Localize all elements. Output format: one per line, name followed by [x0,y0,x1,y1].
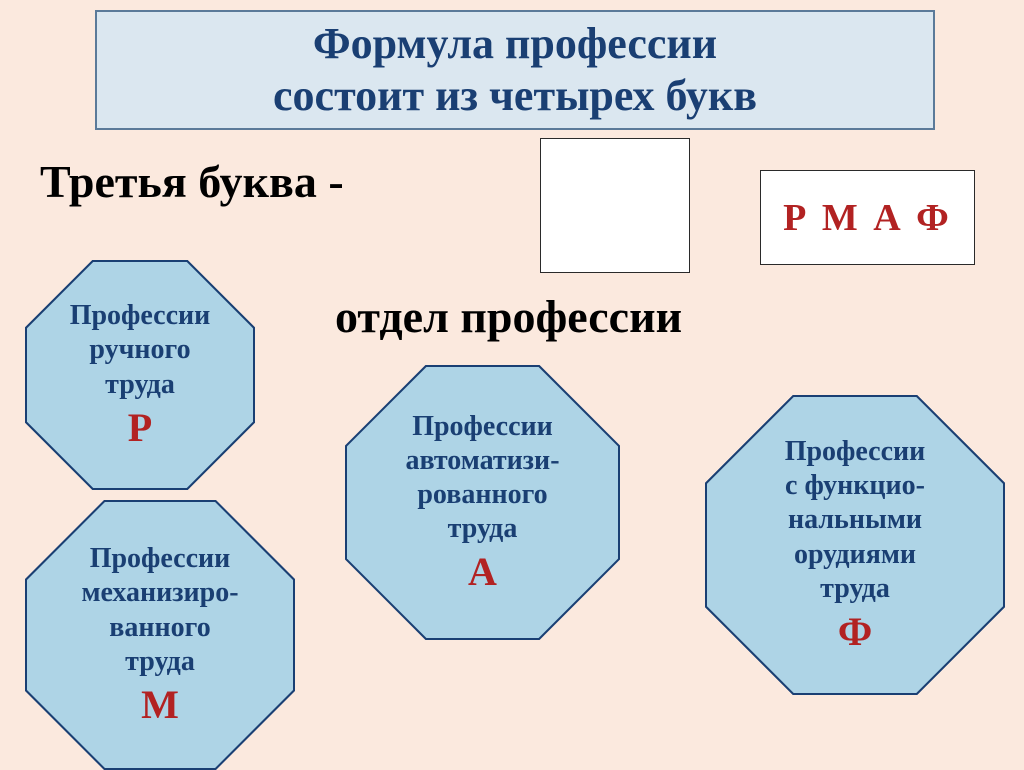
oct-a-line1: Профессии [412,410,553,444]
section-label: отдел профессии [335,290,682,343]
oct-m-line2: механизиро- [81,576,238,610]
octagon-r: Профессии ручного труда Р [25,260,255,490]
oct-f-line3: нальными [788,503,922,537]
oct-m-line1: Профессии [90,542,231,576]
title-line-1: Формула профессии [313,18,717,70]
oct-f-line5: труда [820,572,890,606]
octagon-m: Профессии механизиро- ванного труда М [25,500,295,770]
empty-box [540,138,690,273]
octagon-a: Профессии автоматизи- рованного труда А [345,365,620,640]
oct-a-line2: автоматизи- [405,444,559,478]
oct-f-line1: Профессии [785,435,926,469]
oct-f-line4: орудиями [794,538,916,572]
oct-r-line1: Профессии [70,299,211,333]
oct-a-letter: А [468,548,497,595]
octagon-f: Профессии с функцио- нальными орудиями т… [705,395,1005,695]
oct-f-line2: с функцио- [785,469,925,503]
oct-r-line3: труда [105,368,175,402]
oct-m-line3: ванного [109,611,210,645]
oct-a-line3: рованного [417,478,547,512]
subtitle: Третья буква - [40,155,344,208]
rmaf-box: Р М А Ф [760,170,975,265]
oct-f-letter: Ф [838,608,872,655]
oct-m-line4: труда [125,645,195,679]
oct-r-line2: ручного [89,333,190,367]
oct-m-letter: М [141,681,179,728]
oct-r-letter: Р [128,404,152,451]
title-line-2: состоит из четырех букв [273,70,757,122]
rmaf-text: Р М А Ф [783,196,952,240]
title-box: Формула профессии состоит из четырех бук… [95,10,935,130]
oct-a-line4: труда [448,512,518,546]
